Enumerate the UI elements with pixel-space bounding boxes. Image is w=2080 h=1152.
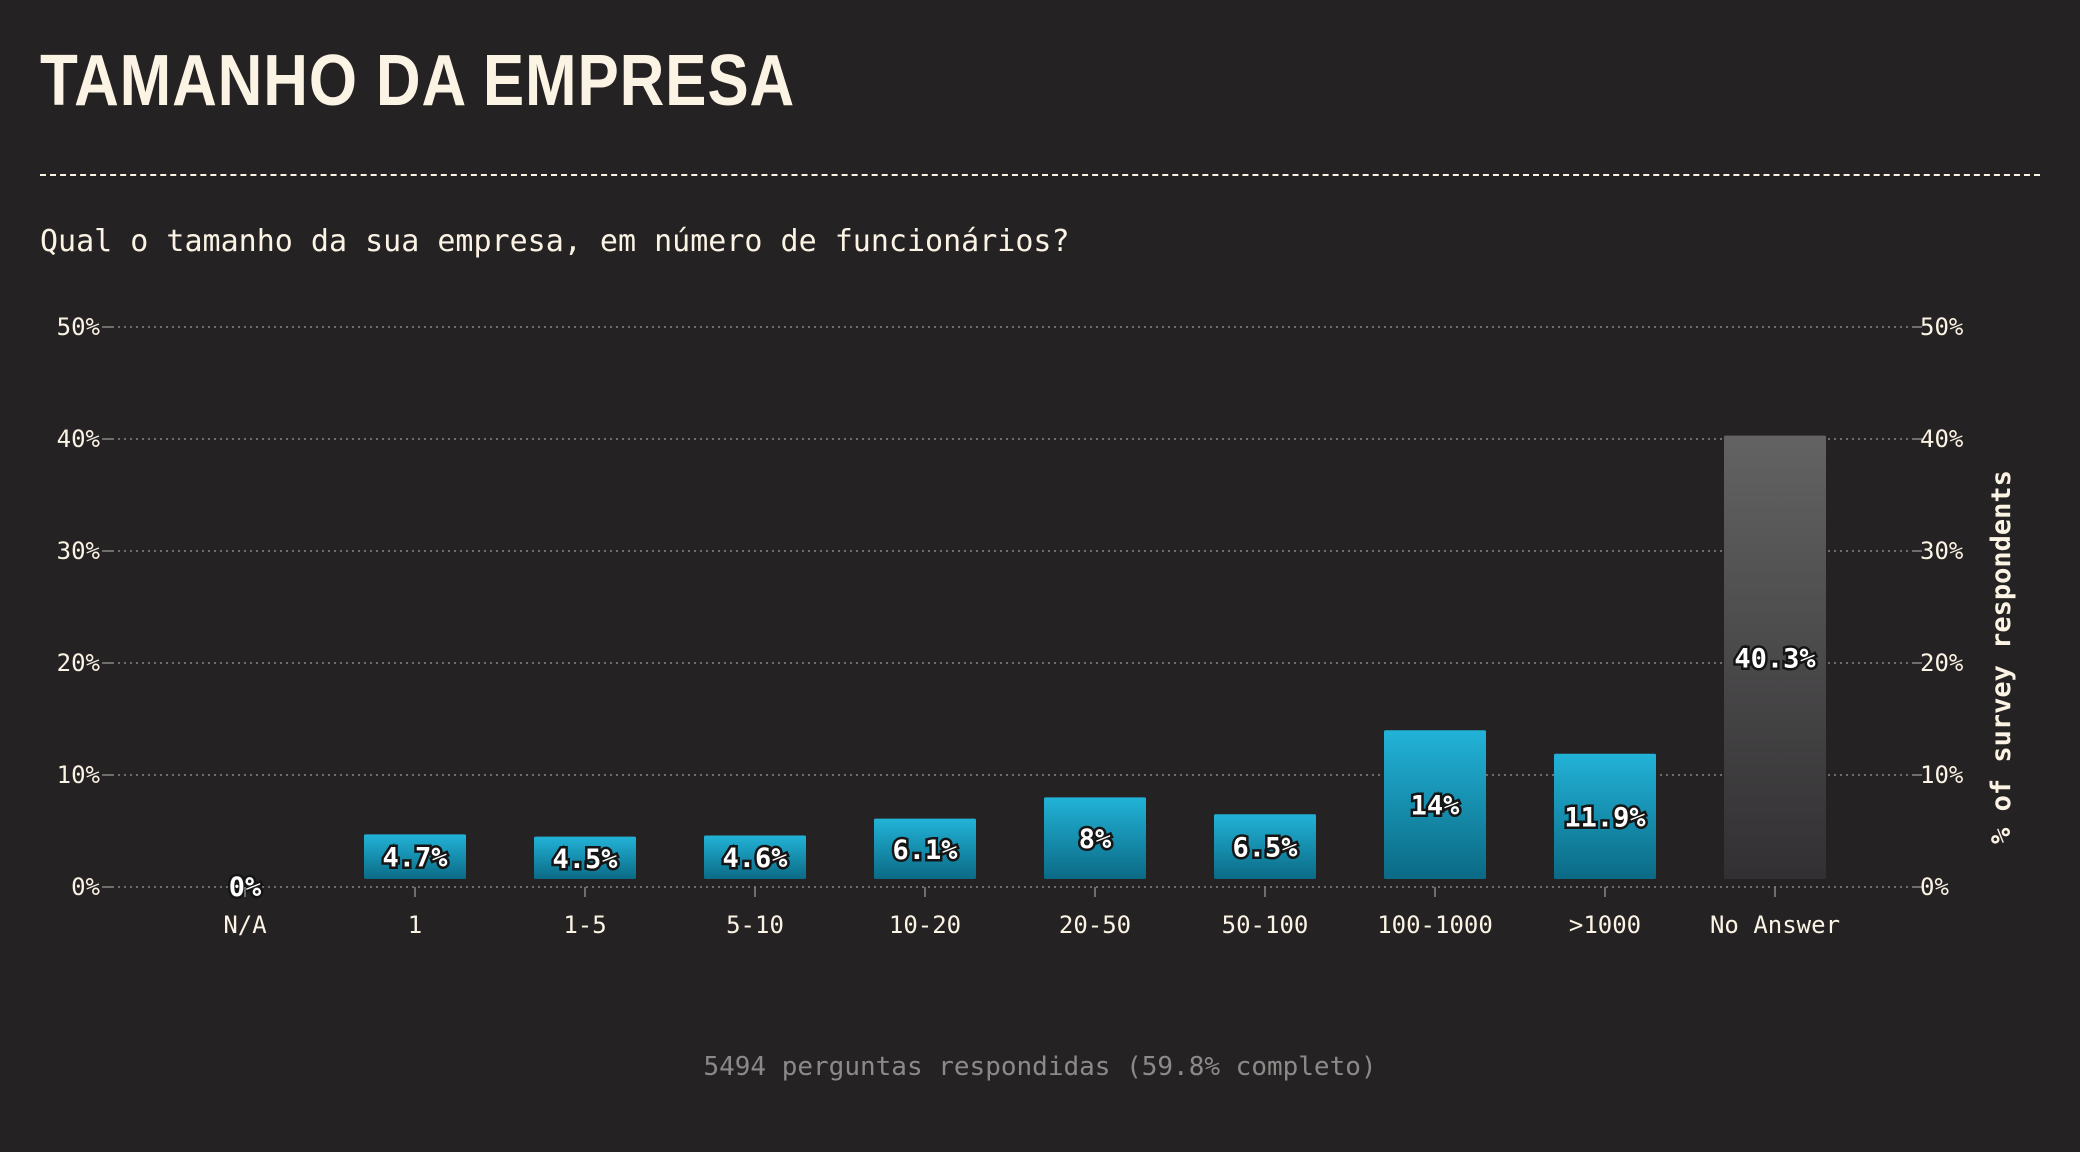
y-tick-label-left: 10% — [57, 761, 101, 789]
x-tick-label: 20-50 — [1059, 911, 1131, 939]
x-tick-label: N/A — [223, 911, 267, 939]
y-axis-title: % of survey respondents — [1986, 470, 2017, 844]
y-tick-label-left: 50% — [57, 313, 101, 341]
bar-value-label: 6.1% — [892, 835, 958, 866]
x-tick-label: No Answer — [1710, 911, 1840, 939]
y-tick-label-left: 0% — [71, 873, 100, 901]
bar-value-label: 4.5% — [552, 844, 618, 875]
bar-value-label: 6.5% — [1232, 833, 1298, 864]
bar-value-label: 11.9% — [1564, 802, 1646, 833]
x-tick-label: >1000 — [1569, 911, 1641, 939]
bar-value-label: 8% — [1079, 824, 1112, 855]
y-tick-label-right: 10% — [1920, 761, 1964, 789]
bar-value-label: 4.6% — [722, 843, 788, 874]
bar-value-label: 40.3% — [1734, 643, 1816, 674]
y-tick-label-right: 20% — [1920, 649, 1964, 677]
y-tick-label-left: 20% — [57, 649, 101, 677]
y-tick-label-right: 0% — [1920, 873, 1949, 901]
x-tick-label: 5-10 — [726, 911, 784, 939]
y-tick-label-left: 40% — [57, 425, 101, 453]
x-tick-label: 1-5 — [563, 911, 606, 939]
response-summary: 5494 perguntas respondidas (59.8% comple… — [0, 1052, 2080, 1082]
y-tick-label-right: 40% — [1920, 425, 1964, 453]
y-tick-label-left: 30% — [57, 537, 101, 565]
x-tick-label: 100-1000 — [1377, 911, 1493, 939]
bar-chart: 0% 4.7% 4.5% 4.6% 6.1% 8% 6.5% 14% 11.9% 40.3% 0%… — [0, 0, 2080, 1010]
y-tick-label-right: 50% — [1920, 313, 1964, 341]
x-tick-label: 50-100 — [1222, 911, 1309, 939]
bar-value-label: 4.7% — [382, 843, 448, 874]
bar-value-label: 14% — [1411, 791, 1461, 822]
axes: 0% 0% 10% 10% 20% 20% 30% 30% 40% 40% 50% 50% N/A 1 1-… — [57, 313, 1964, 939]
x-tick-label: 10-20 — [889, 911, 961, 939]
x-tick-label: 1 — [408, 911, 422, 939]
y-tick-label-right: 30% — [1920, 537, 1964, 565]
